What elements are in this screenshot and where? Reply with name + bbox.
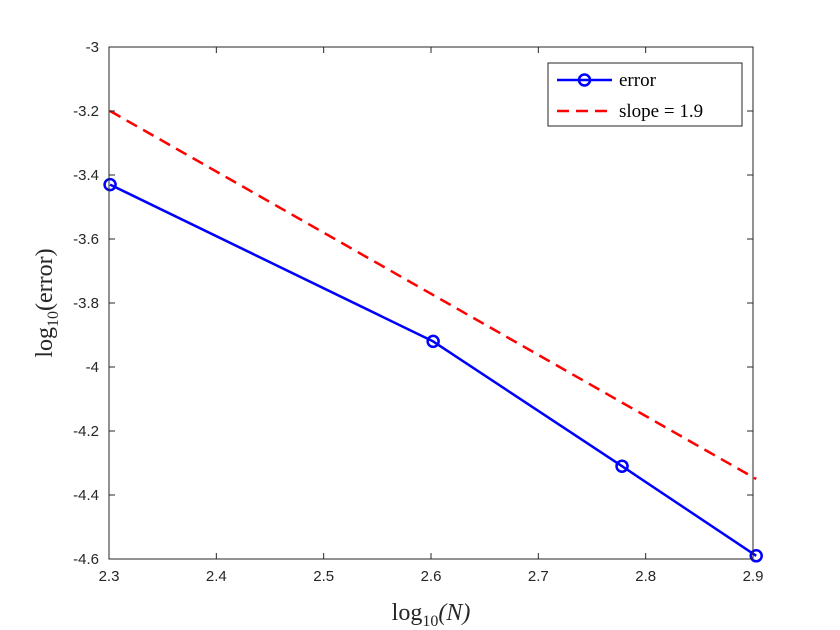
y-tick-label: -4.2 (73, 423, 99, 440)
y-axis-label-base: log (32, 327, 58, 358)
y-axis-label-argument: (error) (32, 248, 58, 311)
x-axis-label-argument: (N) (438, 600, 470, 626)
x-tick-label: 2.8 (635, 568, 656, 585)
data-point-marker (615, 459, 629, 473)
axis-ticks: 2.3 2.4 2.5 2.6 2.7 2.8 2.9 -3 -3.2 -3.4 -3.6 -3.8 -… (73, 39, 763, 585)
plot-background (109, 47, 753, 559)
x-tick-label: 2.5 (313, 568, 334, 585)
x-axis-label: log10(N) (392, 600, 471, 630)
x-tick-label: 2.3 (99, 568, 120, 585)
legend: error slope = 1.9 (547, 62, 743, 127)
x-tick-label: 2.4 (206, 568, 227, 585)
series-line-error (109, 183, 757, 557)
y-tick-label: -3 (86, 39, 99, 56)
data-point-marker (749, 549, 763, 563)
series-line-slope (109, 109, 757, 481)
y-tick-label: -3.8 (73, 295, 99, 312)
data-point-marker (103, 177, 117, 192)
legend-label-slope: slope = 1.9 (619, 101, 703, 122)
chart-marks (103, 109, 763, 563)
y-tick-label: -4.6 (73, 551, 99, 568)
y-axis-label: log10(error) (32, 248, 62, 357)
y-tick-label: -3.2 (73, 103, 99, 120)
x-axis-label-subscript: 10 (422, 613, 438, 630)
y-axis-label-subscript: 10 (45, 311, 62, 327)
data-point-marker (426, 334, 440, 349)
x-axis-label-base: log (392, 600, 423, 626)
legend-label-error: error (619, 70, 657, 91)
x-tick-label: 2.7 (528, 568, 549, 585)
y-tick-label: -4.4 (73, 487, 99, 504)
y-tick-label: -3.6 (73, 231, 99, 248)
y-tick-label: -4 (86, 359, 99, 376)
x-tick-label: 2.6 (421, 568, 442, 585)
y-tick-label: -3.4 (73, 167, 99, 184)
legend-marker-error (577, 73, 592, 87)
legend-box (547, 62, 743, 127)
x-tick-label: 2.9 (743, 568, 764, 585)
